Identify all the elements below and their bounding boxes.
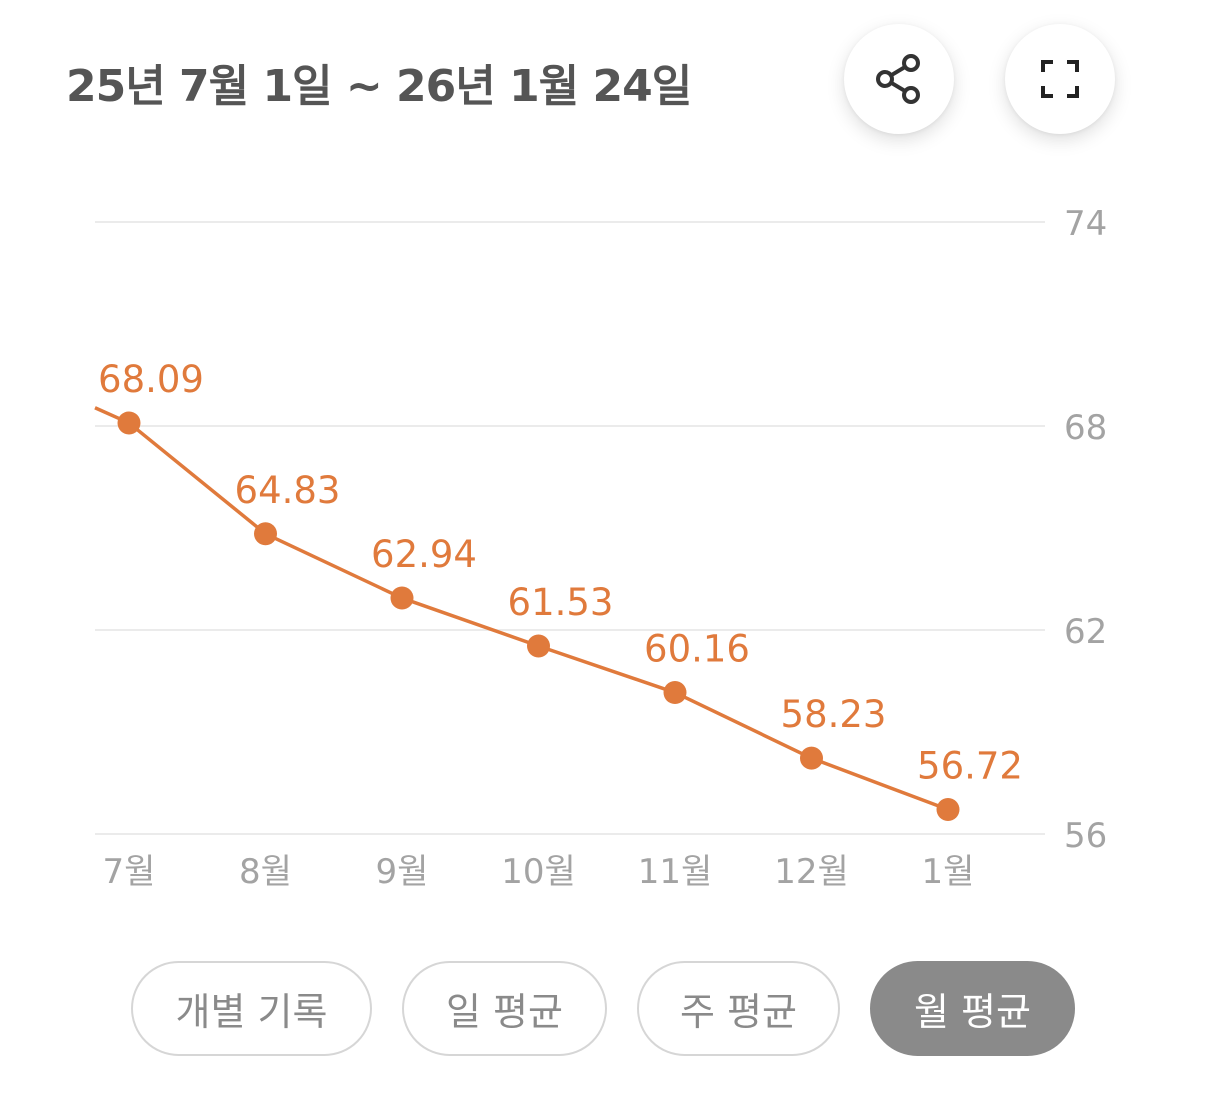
data-label: 61.53 <box>508 581 614 624</box>
tab-individual-records[interactable]: 개별 기록 <box>131 961 372 1056</box>
x-tick-label: 8월 <box>239 852 292 892</box>
share-icon <box>876 54 920 104</box>
x-tick-label: 9월 <box>376 852 429 892</box>
y-tick-label: 62 <box>1064 612 1107 652</box>
data-point <box>936 798 960 822</box>
series-line-path <box>94 406 949 812</box>
x-tick-label: 1월 <box>922 852 975 892</box>
data-label: 62.94 <box>371 533 477 576</box>
y-tick-label: 68 <box>1064 408 1107 448</box>
y-tick-label: 56 <box>1064 816 1107 856</box>
series-line <box>94 406 949 812</box>
y-axis: 56 62 68 74 <box>1064 204 1107 856</box>
tab-monthly-average[interactable]: 월 평균 <box>870 961 1075 1056</box>
data-label: 64.83 <box>235 469 341 512</box>
data-point <box>254 522 277 546</box>
tab-weekly-average[interactable]: 주 평균 <box>637 961 840 1056</box>
data-point <box>663 681 687 705</box>
y-tick-label: 74 <box>1064 204 1107 244</box>
x-axis: 7월 8월 9월 10월 11월 12월 1월 <box>103 852 975 892</box>
aggregation-tabs: 개별 기록 일 평균 주 평균 월 평균 <box>0 961 1206 1056</box>
x-tick-label: 12월 <box>774 852 849 892</box>
tab-daily-average[interactable]: 일 평균 <box>402 961 607 1056</box>
data-label: 60.16 <box>644 628 750 671</box>
data-label: 56.72 <box>917 745 1023 788</box>
data-point <box>117 411 141 435</box>
x-tick-label: 10월 <box>501 852 576 892</box>
data-labels: 68.09 64.83 62.94 61.53 60.16 58.23 56.72 <box>98 358 1023 788</box>
x-tick-label: 11월 <box>638 852 713 892</box>
data-point <box>800 746 823 770</box>
fullscreen-icon <box>1041 60 1079 98</box>
fullscreen-button[interactable] <box>1005 24 1115 134</box>
data-label: 58.23 <box>781 693 887 736</box>
line-chart: 56 62 68 74 7월 8월 9월 10월 11월 12월 1월 68.09 64.83 62.… <box>94 204 1107 892</box>
data-point <box>527 634 550 658</box>
series-points <box>117 411 960 822</box>
share-button[interactable] <box>844 24 954 134</box>
x-tick-label: 7월 <box>103 852 156 892</box>
data-point <box>390 586 414 610</box>
date-range-title: 25년 7월 1일 ~ 26년 1월 24일 <box>66 61 692 112</box>
grid-lines <box>95 221 1045 835</box>
data-label: 68.09 <box>98 358 204 401</box>
